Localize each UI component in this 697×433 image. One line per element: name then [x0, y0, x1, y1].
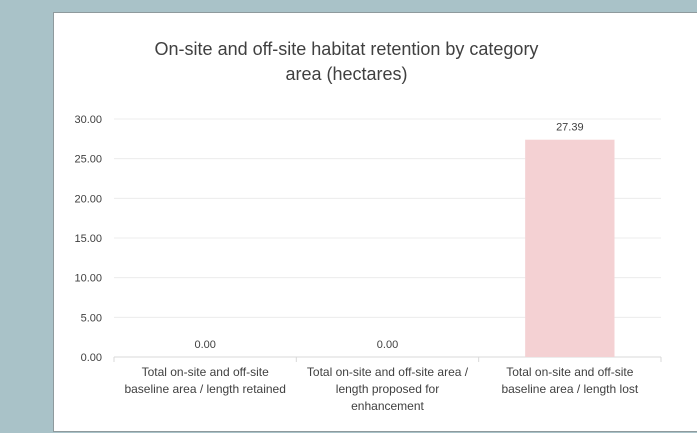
- x-category-label: baseline area / length lost: [501, 382, 638, 396]
- data-label: 0.00: [194, 339, 215, 351]
- y-tick-label: 15.00: [74, 233, 102, 245]
- y-tick-label: 20.00: [74, 193, 102, 205]
- chart-title-line1: On-site and off-site habitat retention b…: [154, 39, 539, 59]
- x-category-label: enhancement: [351, 399, 424, 413]
- bar: [525, 139, 615, 357]
- y-tick-label: 0.00: [81, 352, 102, 364]
- x-category-label: Total on-site and off-site: [506, 365, 634, 379]
- bar-chart: 0.00 5.00 10.00 15.00 20.00 25.00 30.00 0.00 Tot…: [74, 114, 662, 413]
- y-tick-label: 25.00: [74, 154, 102, 166]
- chart-title-line2: area (hectares): [285, 64, 408, 84]
- x-category-label: baseline area / length retained: [124, 382, 285, 396]
- y-tick-label: 10.00: [74, 273, 102, 285]
- chart-card: On-site and off-site habitat retention b…: [53, 12, 697, 432]
- y-tick-label: 30.00: [74, 114, 102, 126]
- x-category-label: Total on-site and off-site area /: [307, 365, 469, 379]
- data-label: 0.00: [377, 339, 398, 351]
- x-category-label: Total on-site and off-site: [142, 365, 270, 379]
- x-category-label: length proposed for: [336, 382, 439, 396]
- data-label: 27.39: [556, 122, 584, 134]
- y-tick-label: 5.00: [81, 312, 102, 324]
- chart-title: On-site and off-site habitat retention b…: [54, 37, 639, 87]
